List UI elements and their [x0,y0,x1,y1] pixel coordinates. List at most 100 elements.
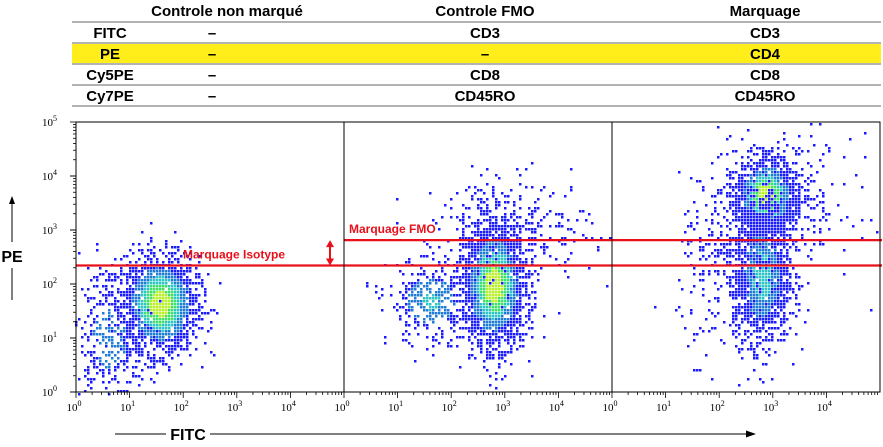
event-dot [138,354,141,357]
event-dot [423,297,426,300]
event-dot [402,273,405,276]
event-dot [495,318,498,321]
event-dot [486,291,489,294]
event-dot [168,333,171,336]
event-dot [528,243,531,246]
event-dot [159,345,162,348]
event-dot [492,255,495,258]
event-dot [435,312,438,315]
event-dot [519,339,522,342]
event-dot [513,282,516,285]
event-dot [168,330,171,333]
event-dot [495,387,498,390]
event-dot [492,273,495,276]
event-dot [165,285,168,288]
event-dot [504,303,507,306]
event-dot [159,339,162,342]
event-dot [132,372,135,375]
event-dot [519,333,522,336]
event-dot [495,372,498,375]
event-dot [150,330,153,333]
event-dot [489,285,492,288]
event-dot [462,291,465,294]
event-dot [138,333,141,336]
event-dot [162,327,165,330]
event-dot [498,303,501,306]
event-dot [498,351,501,354]
event-dot [132,279,135,282]
event-dot [102,351,105,354]
event-dot [132,288,135,291]
event-dot [177,294,180,297]
event-dot [165,333,168,336]
event-dot [453,276,456,279]
event-dot [159,336,162,339]
event-dot [120,273,123,276]
event-dot [120,339,123,342]
event-dot [411,282,414,285]
event-dot [522,261,525,264]
table-cell: CD45RO [455,88,516,105]
event-dot [147,354,150,357]
event-dot [477,267,480,270]
event-dot [120,270,123,273]
event-dot [462,282,465,285]
event-dot [165,363,168,366]
event-dot [120,336,123,339]
event-dot [534,237,537,240]
event-dot [198,306,201,309]
event-dot [474,291,477,294]
event-dot [486,351,489,354]
event-dot [183,282,186,285]
event-dot [117,327,120,330]
event-dot [531,327,534,330]
event-dot [132,342,135,345]
event-dot [117,291,120,294]
event-dot [447,309,450,312]
event-dot [474,234,477,237]
event-dot [96,303,99,306]
event-dot [432,294,435,297]
event-dot [105,366,108,369]
event-dot [513,273,516,276]
event-dot [408,282,411,285]
event-dot [99,303,102,306]
event-dot [126,351,129,354]
event-dot [510,291,513,294]
event-dot [165,255,168,258]
event-dot [177,315,180,318]
event-dot [516,276,519,279]
event-dot [108,330,111,333]
event-dot [498,324,501,327]
event-dot [510,312,513,315]
event-dot [144,324,147,327]
event-dot [177,306,180,309]
event-dot [507,312,510,315]
table-cell: CD45RO [735,88,796,105]
event-dot [492,228,495,231]
event-dot [180,270,183,273]
event-dot [144,282,147,285]
event-dot [468,315,471,318]
event-dot [126,333,129,336]
event-dot [468,309,471,312]
event-dot [150,285,153,288]
event-dot [441,306,444,309]
event-dot [192,309,195,312]
event-dot [132,375,135,378]
event-dot [606,285,609,288]
event-dot [135,315,138,318]
event-dot [177,303,180,306]
event-dot [501,273,504,276]
event-dot [192,324,195,327]
event-dot [189,312,192,315]
event-dot [138,270,141,273]
event-dot [582,210,585,213]
event-dot [90,378,93,381]
event-dot [159,306,162,309]
event-dot [162,357,165,360]
event-dot [510,270,513,273]
event-dot [459,249,462,252]
event-dot [156,330,159,333]
event-dot [168,294,171,297]
